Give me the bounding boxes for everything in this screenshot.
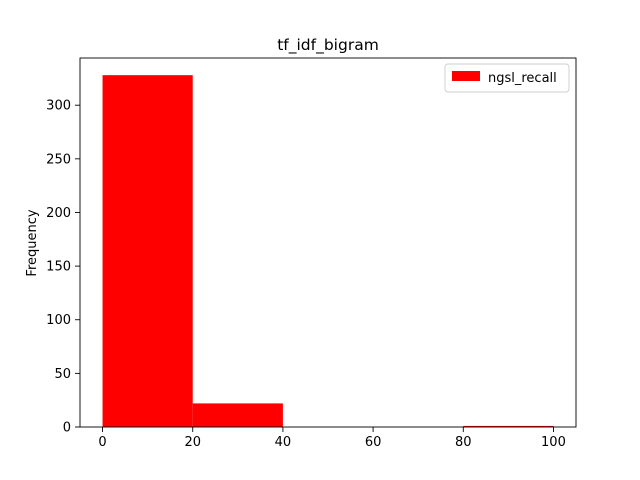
chart-title: tf_idf_bigram: [277, 36, 379, 55]
histogram-bar-1: [192, 403, 283, 427]
plot-frame: [79, 57, 577, 428]
x-ticks-group: 0 20 40 60 80 100: [98, 427, 566, 450]
y-ticks-group: 0 50 100 150 200 250 300: [46, 99, 80, 436]
y-tick-label-2: 100: [46, 313, 71, 328]
legend-swatch: [452, 71, 480, 81]
y-tick-label-5: 250: [46, 152, 71, 167]
y-tick-label-3: 150: [46, 260, 71, 275]
x-tick-label-3: 60: [365, 435, 382, 450]
x-tick-label-5: 100: [541, 435, 566, 450]
x-tick-label-0: 0: [98, 435, 106, 450]
y-tick-label-4: 200: [46, 206, 71, 221]
x-tick-label-1: 20: [184, 435, 201, 450]
x-tick-label-2: 40: [275, 435, 292, 450]
bars-group: [102, 75, 554, 428]
y-tick-label-1: 50: [54, 367, 71, 382]
x-tick-label-4: 80: [455, 435, 472, 450]
legend-label: ngsl_recall: [488, 71, 557, 86]
histogram-bar-4: [463, 425, 554, 427]
histogram-bar-0: [102, 75, 193, 428]
y-axis-label: Frequency: [25, 209, 40, 276]
y-tick-label-6: 300: [46, 99, 71, 114]
y-tick-label-0: 0: [63, 421, 71, 436]
legend: ngsl_recall: [444, 63, 570, 93]
